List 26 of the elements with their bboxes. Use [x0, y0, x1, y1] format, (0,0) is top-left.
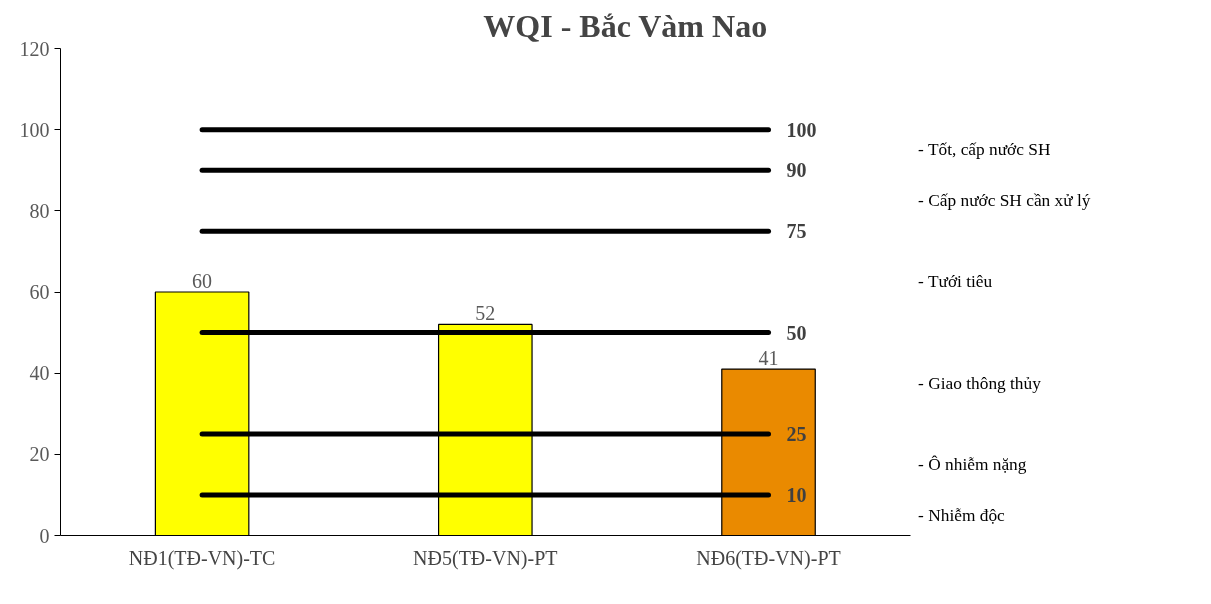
text: - Ô nhiễm nặng — [918, 454, 1027, 474]
x-tick-label: NĐ6(TĐ-VN)-PT — [696, 546, 841, 570]
y-tick-label: 80 — [29, 199, 50, 222]
ref-line-label: 100 — [786, 118, 817, 141]
ref-line-label: 50 — [786, 321, 807, 344]
ref-line-label: 75 — [786, 220, 807, 243]
y-tick-label: 100 — [19, 118, 50, 141]
y-tick-label: 120 — [19, 37, 50, 60]
chart-title: WQI - Bắc Vàm Nao — [483, 7, 768, 44]
y-tick-label: 60 — [29, 281, 50, 303]
x-tick-label: NĐ5(TĐ-VN)-PT — [413, 546, 558, 570]
text: - Giao thông thủy — [918, 373, 1042, 393]
data-label: 52 — [475, 302, 496, 325]
ref-line-label: 10 — [786, 483, 807, 506]
y-tick-label: 0 — [39, 524, 50, 547]
text: - Tưới tiêu — [918, 272, 993, 292]
data-label: 41 — [758, 347, 779, 370]
ref-line-label: 90 — [786, 159, 807, 182]
y-tick-label: 20 — [29, 443, 50, 466]
y-tick-label: 40 — [29, 362, 50, 385]
text: - Tốt, cấp nước SH — [918, 140, 1051, 160]
x-tick-label: NĐ1(TĐ-VN)-TC — [128, 546, 276, 570]
ref-line-label: 25 — [786, 423, 807, 446]
text: - Nhiễm độc — [918, 505, 1006, 525]
data-label: 60 — [192, 270, 213, 292]
text: - Cấp nước SH cần xử lý — [918, 191, 1091, 211]
